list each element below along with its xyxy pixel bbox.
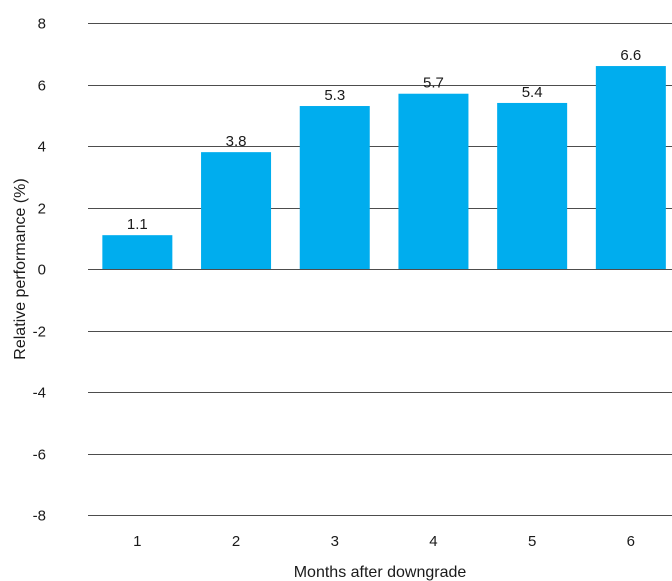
bar-value-labels: 1.1 3.8 5.3 5.7 5.4 6.6 (127, 47, 641, 233)
bar-4 (398, 93, 469, 269)
bar-1 (102, 235, 173, 269)
data-label-4: 5.7 (423, 75, 444, 92)
y-tick-label: -4 (33, 385, 46, 402)
bar-5 (497, 102, 568, 269)
y-tick-label: -6 (33, 447, 46, 464)
y-tick-label: 8 (38, 16, 46, 33)
x-tick-label: 4 (429, 533, 437, 550)
y-tick-label: 4 (38, 139, 46, 156)
data-label-3: 5.3 (324, 87, 345, 104)
x-axis-title: Months after downgrade (294, 564, 467, 581)
y-tick-label: 6 (38, 78, 46, 95)
data-label-2: 3.8 (226, 133, 247, 150)
x-axis-tick-labels: 1 2 3 4 5 6 (133, 533, 635, 550)
y-axis-tick-labels: 8 6 4 2 0 -2 -4 -6 -8 (33, 16, 46, 525)
x-tick-label: 6 (627, 533, 635, 550)
y-tick-label: 2 (38, 201, 46, 218)
gridlines (88, 23, 672, 516)
y-axis-title: Relative performance (%) (12, 178, 29, 359)
x-tick-label: 1 (133, 533, 141, 550)
data-label-1: 1.1 (127, 216, 148, 233)
x-tick-label: 2 (232, 533, 240, 550)
x-tick-label: 5 (528, 533, 536, 550)
y-tick-label: 0 (38, 262, 46, 279)
y-tick-label: -2 (33, 324, 46, 341)
data-label-5: 5.4 (522, 84, 543, 101)
bar-2 (201, 152, 272, 269)
bar-6 (595, 66, 666, 269)
data-label-6: 6.6 (620, 47, 641, 64)
bar-3 (299, 106, 370, 270)
y-tick-label: -8 (33, 508, 46, 525)
bars (102, 66, 666, 270)
x-tick-label: 3 (331, 533, 339, 550)
